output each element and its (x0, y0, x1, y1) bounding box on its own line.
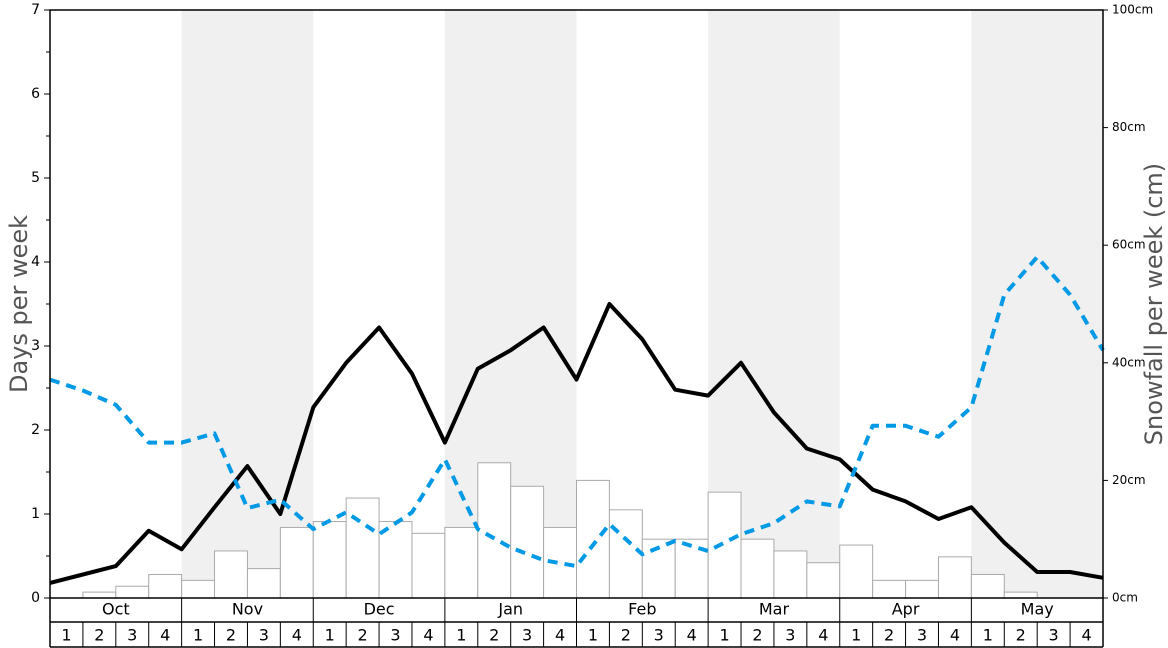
week-label: 2 (94, 626, 104, 645)
month-label: Mar (759, 600, 790, 619)
right-tick-label: 80cm (1112, 120, 1146, 134)
left-tick-label: 6 (31, 86, 40, 102)
month-band (971, 10, 1103, 598)
right-axis: 0cm 20cm 40cm 60cm 80cm 100cm (1103, 3, 1153, 605)
snowfall-bar (148, 573, 183, 599)
snowfall-bar (905, 579, 939, 599)
snowfall-bar (937, 556, 972, 599)
month-label: Jan (497, 600, 523, 619)
month-label: Feb (628, 600, 656, 619)
month-label: Dec (364, 600, 395, 619)
snowfall-bars (82, 462, 1038, 599)
week-label: 4 (292, 626, 302, 645)
week-label: 1 (851, 626, 861, 645)
right-tick-label: 100cm (1112, 3, 1153, 17)
right-tick-label: 0cm (1112, 591, 1138, 605)
week-label: 1 (193, 626, 203, 645)
snowfall-bar (279, 526, 314, 599)
week-label: 4 (950, 626, 960, 645)
snowfall-bar (1003, 591, 1038, 599)
left-axis: 0 1 2 3 4 5 6 7 (31, 2, 50, 606)
snowfall-bar (576, 479, 610, 599)
right-tick-label: 60cm (1112, 238, 1146, 252)
week-label: 3 (259, 626, 269, 645)
line-series (49, 255, 1105, 585)
week-label: 1 (325, 626, 335, 645)
solid-line-series (49, 302, 1104, 585)
week-label: 4 (818, 626, 828, 645)
week-label: 3 (1049, 626, 1059, 645)
snowfall-bar (740, 538, 775, 599)
week-label: 1 (456, 626, 466, 645)
week-label: 1 (61, 626, 71, 645)
left-tick-label: 0 (31, 590, 40, 606)
snowfall-bar (872, 579, 907, 599)
left-tick-label: 5 (31, 170, 40, 186)
right-tick-label: 20cm (1112, 473, 1146, 487)
snowfall-bar (246, 568, 281, 599)
right-tick-label: 40cm (1112, 355, 1146, 369)
snowfall-bar (707, 491, 742, 599)
month-label: Nov (232, 600, 263, 619)
week-label: 1 (983, 626, 993, 645)
snowfall-bar (411, 532, 446, 599)
week-label: 3 (127, 626, 137, 645)
week-label: 4 (555, 626, 565, 645)
left-tick-label: 1 (31, 506, 40, 522)
left-tick-label: 2 (31, 422, 40, 438)
snowfall-bar (82, 591, 117, 599)
x-axis-table: Oct 1 2 3 4 Nov 1 2 3 4 Dec 1 2 3 4 Jan 1 2 3 4 Feb 1 2 3 4 Mar 1 2… (49, 598, 1104, 648)
snowfall-bar (444, 526, 479, 599)
month-label: May (1021, 600, 1054, 619)
month-bands (181, 10, 1103, 598)
month-band (181, 10, 314, 598)
week-label: 2 (489, 626, 499, 645)
week-label: 2 (1016, 626, 1026, 645)
week-label: 2 (358, 626, 368, 645)
week-label: 1 (719, 626, 729, 645)
snowfall-bar (345, 497, 380, 599)
left-axis-title: Days per week (5, 215, 33, 393)
week-label: 3 (654, 626, 664, 645)
week-label: 3 (390, 626, 400, 645)
week-label: 1 (588, 626, 598, 645)
week-label: 3 (522, 626, 532, 645)
week-label: 4 (423, 626, 433, 645)
snowfall-bar (806, 562, 841, 599)
dashed-line-series (49, 255, 1105, 569)
left-tick-label: 4 (31, 254, 40, 270)
week-label: 3 (785, 626, 795, 645)
snowfall-bar (970, 573, 1005, 599)
week-label: 4 (160, 626, 170, 645)
snowfall-bar (510, 485, 545, 599)
snowfall-bar (477, 462, 512, 599)
snowfall-bar (181, 579, 216, 599)
snowfall-bar (839, 544, 874, 599)
week-label: 2 (752, 626, 762, 645)
week-label: 4 (1081, 626, 1091, 645)
month-label: Apr (892, 600, 920, 619)
week-label: 2 (884, 626, 894, 645)
week-label: 4 (687, 626, 697, 645)
week-label: 2 (226, 626, 236, 645)
right-axis-title: Snowfall per week (cm) (1140, 163, 1168, 445)
month-label: Oct (102, 600, 130, 619)
left-tick-label: 7 (31, 2, 40, 18)
week-label: 3 (917, 626, 927, 645)
snowfall-bar (115, 585, 150, 599)
week-label: 2 (621, 626, 631, 645)
snowfall-bar (608, 509, 643, 599)
snowfall-bar (773, 550, 808, 599)
snowfall-bar (312, 521, 347, 599)
left-tick-label: 3 (31, 338, 40, 354)
snowfall-bar (214, 550, 248, 599)
